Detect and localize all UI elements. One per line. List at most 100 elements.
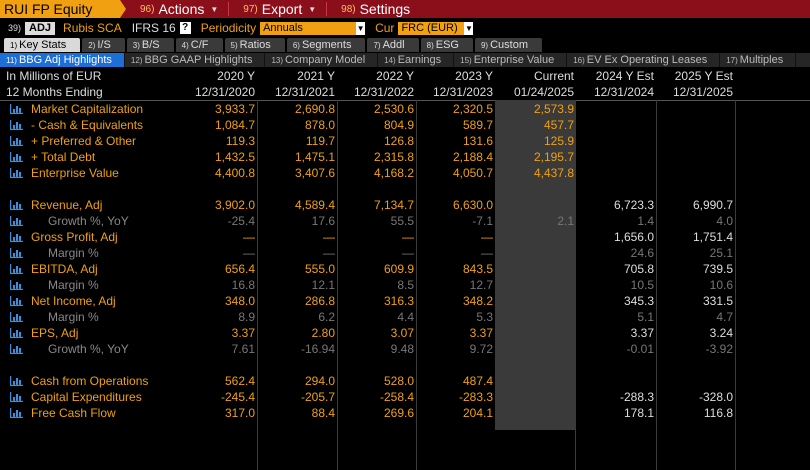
chart-icon[interactable] xyxy=(10,376,23,386)
chart-icon[interactable] xyxy=(10,200,23,210)
chart-icon[interactable] xyxy=(10,344,23,354)
chart-icon[interactable] xyxy=(10,296,23,306)
column-header-period: 2022 Y xyxy=(376,69,414,83)
currency-select[interactable]: FRC (EUR) xyxy=(398,21,465,35)
row-value: 2,530.6 xyxy=(373,102,414,116)
settings-menu[interactable]: 98) Settings xyxy=(341,1,410,17)
actions-menu[interactable]: 96) Actions ▼ xyxy=(140,1,218,17)
tab-label: Company Model xyxy=(285,54,366,66)
table-row: + Total Debt 1,432.5 1,475.1 2,315.8 2,188.4… xyxy=(0,149,810,165)
security-ticker[interactable]: RUI FP Equity xyxy=(0,0,126,18)
chart-icon[interactable] xyxy=(10,280,23,290)
row-label: Market Capitalization xyxy=(31,102,144,116)
row-value: 316.3 xyxy=(383,294,414,308)
row-label: Net Income, Adj xyxy=(31,294,116,308)
tab-segments[interactable]: 6) Segments xyxy=(286,38,366,52)
row-value: 1,084.7 xyxy=(214,118,255,132)
column-header-period: 2024 Y Est xyxy=(595,69,654,83)
column-header-date: 12/31/2020 xyxy=(194,85,255,99)
row-value: — xyxy=(481,246,493,260)
tab-label: Segments xyxy=(301,39,352,51)
row-value: 457.7 xyxy=(543,118,574,132)
chevron-down-icon[interactable]: ▼ xyxy=(464,21,474,35)
chart-icon[interactable] xyxy=(10,248,23,258)
periodicity-select[interactable]: Annuals xyxy=(260,21,357,35)
row-value: 4.4 xyxy=(397,310,414,324)
row-value: 843.5 xyxy=(462,262,493,276)
column-divider xyxy=(656,100,657,470)
chart-icon[interactable] xyxy=(10,408,23,418)
row-label: Growth %, YoY xyxy=(48,214,129,228)
table-row: Growth %, YoY 7.61 -16.94 9.48 9.72 -0.01 -3.9… xyxy=(0,341,810,357)
export-menu[interactable]: 97) Export ▼ xyxy=(243,1,316,17)
tab-c-f[interactable]: 4) C/F xyxy=(175,38,223,52)
table-row: Gross Profit, Adj — — — — 1,656.0 1,751.4 xyxy=(0,229,810,245)
row-value: -328.0 xyxy=(698,390,733,404)
column-divider xyxy=(337,100,338,470)
row-value: -0.01 xyxy=(626,342,654,356)
tab-label: EV Ex Operating Leases xyxy=(586,54,708,66)
tab-number: 1) xyxy=(10,41,18,50)
help-icon[interactable]: ? xyxy=(179,22,191,34)
row-value: 9.72 xyxy=(469,342,493,356)
header-row-dates: 12 Months Ending 12/31/2020 12/31/2021 12/… xyxy=(0,85,810,101)
currency-label: Cur xyxy=(375,21,395,35)
chart-icon[interactable] xyxy=(10,392,23,402)
row-value: 6,630.0 xyxy=(452,198,493,212)
subtab-bbg-gaap-highlights[interactable]: 12) BBG GAAP Highlights xyxy=(125,53,266,67)
table-row: EPS, Adj 3.37 2.80 3.07 3.37 3.37 3.24 xyxy=(0,325,810,341)
tab-custom[interactable]: 9) Custom xyxy=(474,38,543,52)
column-header-period: 2020 Y xyxy=(217,69,255,83)
tab-esg[interactable]: 8) ESG xyxy=(420,38,473,52)
chart-icon[interactable] xyxy=(10,104,23,114)
subtab-enterprise-value[interactable]: 15) Enterprise Value xyxy=(454,53,568,67)
chevron-down-icon[interactable]: ▼ xyxy=(356,21,366,35)
export-menu-number: 97) xyxy=(243,3,258,15)
column-header-period: 2021 Y xyxy=(297,69,335,83)
actions-menu-number: 96) xyxy=(140,3,155,15)
tab-number: 3) xyxy=(132,41,140,50)
chart-icon[interactable] xyxy=(10,312,23,322)
main-tabs: 1) Key Stats 2) I/S 3) B/S 4) C/F 5) Ratios 6) Segm… xyxy=(0,38,543,52)
chart-icon[interactable] xyxy=(10,328,23,338)
menu-divider xyxy=(228,2,230,16)
sub-tabs: 11) BBG Adj Highlights 12) BBG GAAP Highlig… xyxy=(0,53,810,67)
chevron-down-icon: ▼ xyxy=(308,4,317,14)
export-menu-label: Export xyxy=(261,1,303,17)
tab-number: 15) xyxy=(460,56,472,65)
tab-b-s[interactable]: 3) B/S xyxy=(126,38,174,52)
tab-ratios[interactable]: 5) Ratios xyxy=(224,38,285,52)
chart-icon[interactable] xyxy=(10,120,23,130)
chart-icon[interactable] xyxy=(10,232,23,242)
subtab-multiples[interactable]: 17) Multiples xyxy=(720,53,797,67)
chart-icon[interactable] xyxy=(10,152,23,162)
subtab-company-model[interactable]: 13) Company Model xyxy=(265,53,379,67)
chart-icon[interactable] xyxy=(10,136,23,146)
subtab-ev-ex-operating-leases[interactable]: 16) EV Ex Operating Leases xyxy=(567,53,721,67)
row-value: 9.48 xyxy=(390,342,414,356)
subtab-earnings[interactable]: 14) Earnings xyxy=(378,53,455,67)
row-value: 589.7 xyxy=(462,118,493,132)
row-value: 1,656.0 xyxy=(613,230,654,244)
accounting-standard: IFRS 16 xyxy=(131,21,176,35)
row-value: -25.4 xyxy=(227,214,255,228)
tab-number: 8) xyxy=(426,41,434,50)
row-label: - Cash & Equivalents xyxy=(31,118,144,132)
chart-icon[interactable] xyxy=(10,168,23,178)
current-column-highlight xyxy=(495,100,576,430)
row-label: + Total Debt xyxy=(31,150,96,164)
row-value: 8.5 xyxy=(397,278,414,292)
tab-number: 6) xyxy=(292,41,300,50)
tab-addl[interactable]: 7) Addl xyxy=(367,38,419,52)
tab-key-stats[interactable]: 1) Key Stats xyxy=(4,38,81,52)
header-row-period: In Millions of EUR 2020 Y 2021 Y 2022 Y 202… xyxy=(0,69,810,83)
tab-i-s[interactable]: 2) I/S xyxy=(82,38,125,52)
row-value: 345.3 xyxy=(623,294,654,308)
settings-menu-number: 98) xyxy=(341,3,356,15)
chart-icon[interactable] xyxy=(10,264,23,274)
subtab-bbg-adj-highlights[interactable]: 11) BBG Adj Highlights xyxy=(0,53,125,67)
chart-icon[interactable] xyxy=(10,216,23,226)
row-value: 705.8 xyxy=(623,262,654,276)
adj-badge[interactable]: ADJ xyxy=(25,21,56,35)
row-value: 2,188.4 xyxy=(452,150,493,164)
